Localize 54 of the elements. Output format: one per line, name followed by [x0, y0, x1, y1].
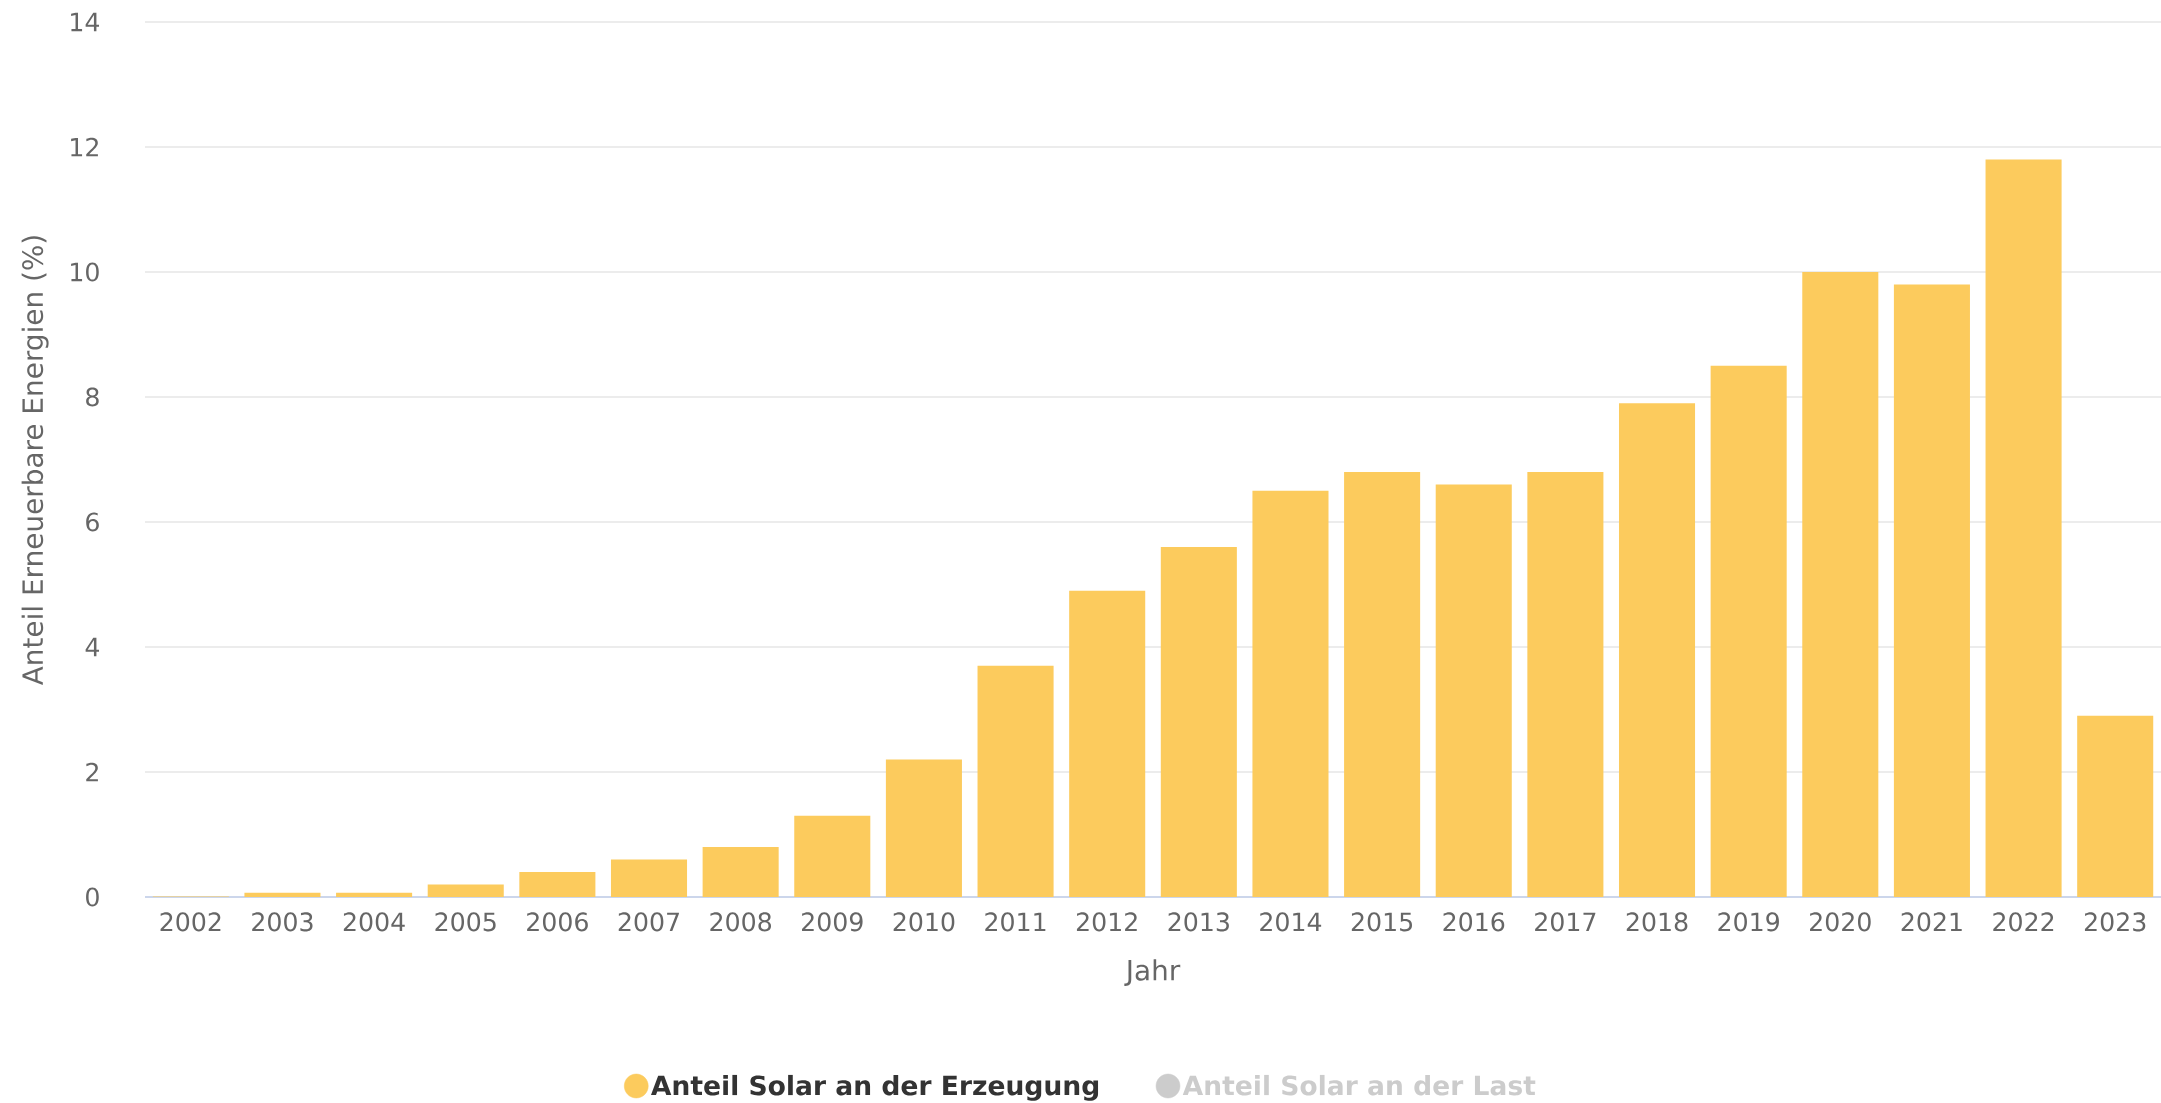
y-tick-label: 8: [86, 387, 99, 407]
bar: [1252, 490, 1329, 897]
y-tick-label: 14: [71, 12, 100, 32]
bar: [1527, 471, 1604, 897]
y-tick-label: 4: [85, 637, 100, 657]
bar: [1344, 471, 1421, 897]
x-tick-label: 2022: [1993, 912, 2054, 932]
y-tick-label: 10: [71, 262, 99, 282]
x-tick-label: 2006: [527, 912, 588, 932]
x-tick-label: 2011: [985, 912, 1046, 932]
bar: [1069, 590, 1146, 897]
x-tick-label: 2017: [1535, 912, 1596, 932]
bar: [885, 759, 962, 897]
x-tick-label: 2020: [1810, 912, 1871, 932]
bar: [427, 884, 504, 897]
x-tick-label: 2015: [1351, 912, 1412, 932]
x-tick-label: 2012: [1076, 912, 1137, 932]
x-tick-label: 2019: [1718, 912, 1779, 932]
x-tick-label: 2009: [802, 912, 863, 932]
bar: [1435, 484, 1512, 897]
y-tick-label: 0: [86, 887, 99, 907]
x-tick-label: 2014: [1260, 912, 1322, 932]
bar: [794, 815, 871, 897]
y-tick-label: 2: [86, 762, 98, 782]
x-tick-label: 2002: [160, 912, 221, 932]
x-tick-label: 2010: [893, 912, 955, 932]
bar: [519, 872, 596, 897]
y-tick-label: 12: [71, 137, 98, 157]
x-tick-label: 2016: [1443, 912, 1505, 932]
x-tick-label: 2003: [252, 912, 313, 932]
y-tick-label: 6: [86, 512, 99, 532]
x-tick-label: 2004: [343, 912, 405, 932]
bar: [1710, 365, 1787, 897]
x-tick-label: 2018: [1626, 912, 1688, 932]
bar: [244, 892, 321, 897]
legend-label: Anteil Solar an der Erzeugung: [650, 1074, 1099, 1101]
y-axis-title: Anteil Erneuerbare Energien (%): [21, 236, 49, 686]
bar: [1802, 271, 1879, 897]
x-tick-label: 2021: [1901, 912, 1962, 932]
bar: [336, 892, 413, 897]
x-tick-label: 2005: [435, 912, 496, 932]
x-tick-label: 2013: [1168, 912, 1229, 932]
x-tick-label: 2023: [2084, 912, 2146, 932]
bar: [702, 847, 779, 897]
bar: [610, 859, 688, 897]
bar: [1618, 403, 1696, 897]
bar: [2077, 715, 2154, 897]
bar: [1893, 284, 1970, 897]
x-axis-title: Jahr: [1124, 959, 1181, 986]
x-tick-label: 2007: [618, 912, 679, 932]
x-tick-label: 2008: [710, 912, 772, 932]
bar: [1985, 159, 2062, 897]
bar: [977, 665, 1054, 897]
bar: [1160, 546, 1237, 897]
